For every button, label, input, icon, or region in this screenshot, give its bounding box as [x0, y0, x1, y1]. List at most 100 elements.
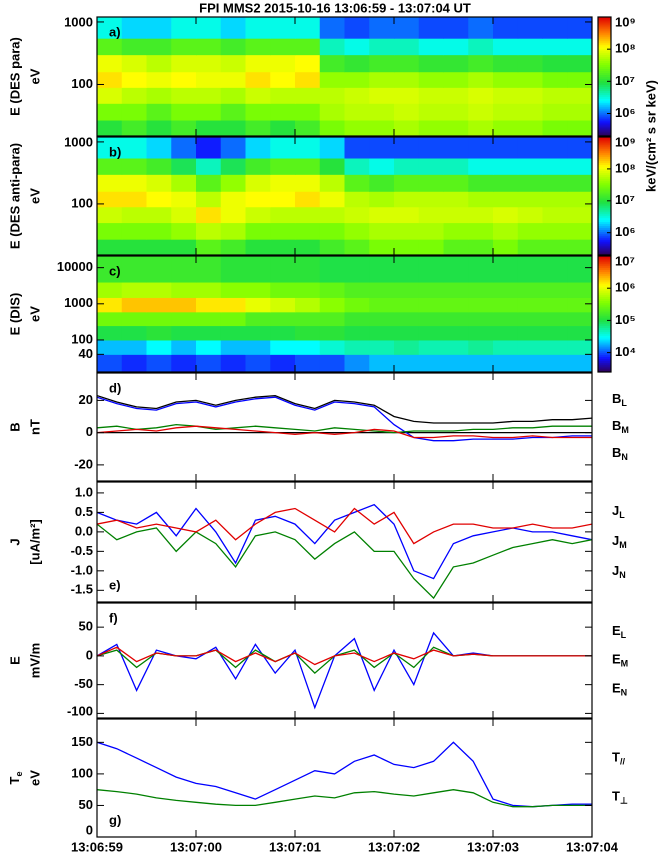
heat-cell: [319, 137, 345, 159]
colorbar-band: [598, 122, 611, 125]
panel-frame: [96, 481, 593, 603]
colorbar-band: [598, 42, 611, 46]
legend-entry: EL: [612, 623, 627, 640]
heat-cell: [146, 222, 172, 240]
colorbar-band: [598, 271, 611, 274]
heat-cell: [567, 191, 592, 208]
y-axis-label: E: [7, 656, 22, 665]
heat-cell: [245, 239, 271, 255]
heat-cell: [295, 256, 321, 283]
heat-cell: [394, 103, 420, 121]
heat-cell: [468, 325, 494, 341]
colorbar-band: [598, 182, 611, 185]
heat-cell: [121, 311, 147, 327]
colorbar-band: [598, 164, 611, 167]
heat-cell: [468, 222, 494, 240]
heat-cell: [295, 54, 321, 73]
heat-cell: [418, 17, 444, 39]
y-tick-label: 0: [86, 424, 93, 439]
colorbar-band: [598, 310, 611, 313]
heat-cell: [97, 282, 123, 298]
heat-cell: [567, 282, 592, 298]
heat-cell: [394, 354, 420, 372]
heat-cell: [394, 339, 420, 355]
heat-cell: [295, 158, 321, 175]
colorbar-band: [598, 106, 611, 109]
colorbar-band: [598, 128, 611, 131]
series-line: [97, 423, 592, 434]
heat-cell: [171, 120, 197, 136]
heat-cell: [394, 297, 420, 313]
heat-cell: [121, 54, 147, 73]
y-axis-unit: mV/m: [27, 643, 42, 678]
colorbar-band: [598, 308, 611, 311]
colorbar-tick-label: 10⁸: [615, 41, 636, 56]
heat-cell: [567, 120, 592, 136]
heat-cell: [542, 137, 568, 159]
colorbar-band: [598, 335, 611, 338]
heat-cell: [196, 354, 222, 372]
heat-cell: [245, 137, 271, 159]
heat-cell: [542, 325, 568, 341]
colorbar-band: [598, 285, 611, 288]
heat-cell: [270, 282, 296, 298]
colorbar-band: [598, 96, 611, 99]
heat-cell: [443, 71, 469, 88]
heat-cell: [493, 71, 519, 88]
colorbar-band: [598, 194, 611, 197]
heat-cell: [171, 325, 197, 341]
heat-cell: [517, 137, 543, 159]
colorbar-band: [598, 199, 611, 203]
heat-cell: [196, 158, 222, 175]
colorbar-band: [598, 366, 611, 369]
y-tick-label: 50: [79, 619, 93, 634]
heat-cell: [270, 17, 296, 39]
colorbar-band: [598, 217, 611, 221]
heat-cell: [443, 222, 469, 240]
series-line: [97, 396, 592, 442]
heat-cell: [295, 71, 321, 88]
heat-cell: [443, 120, 469, 136]
colorbar-band: [598, 140, 611, 144]
colorbar-band: [598, 174, 611, 177]
panel: [97, 394, 592, 442]
colorbar-band: [598, 277, 611, 280]
heat-cell: [146, 311, 172, 327]
colorbar-band: [598, 102, 611, 105]
heat-cell: [270, 38, 296, 56]
colorbar-band: [598, 215, 611, 219]
heat-cell: [418, 38, 444, 56]
colorbar-band: [598, 257, 611, 261]
heat-cell: [270, 311, 296, 327]
colorbar-band: [598, 58, 611, 62]
heat-cell: [542, 54, 568, 73]
y-tick-label: 100: [71, 195, 93, 210]
heat-cell: [394, 120, 420, 136]
heat-cell: [542, 17, 568, 39]
colorbar-band: [598, 48, 611, 52]
heat-cell: [344, 120, 370, 136]
series-line: [97, 503, 592, 580]
heat-cell: [171, 17, 197, 39]
colorbar-tick-label: 10⁷: [615, 192, 635, 207]
colorbar-band: [598, 302, 611, 305]
heat-cell: [220, 158, 246, 175]
heat-cell: [542, 339, 568, 355]
colorbar-band: [598, 30, 611, 34]
colorbar-band: [598, 265, 611, 269]
heat-cell: [196, 297, 222, 313]
colorbar-band: [598, 66, 611, 70]
y-tick-label: 10000: [57, 259, 93, 274]
heat-cell: [418, 137, 444, 159]
heat-cell: [196, 87, 222, 104]
heat-cell: [171, 103, 197, 121]
heat-cell: [270, 120, 296, 136]
colorbar-band: [598, 88, 611, 91]
colorbar-tick-label: 10⁶: [615, 224, 635, 239]
colorbar-band: [598, 247, 611, 250]
panel-label: d): [109, 380, 121, 395]
heat-cell: [443, 174, 469, 192]
colorbar-tick-label: 10⁵: [615, 312, 636, 327]
legend-entry: EN: [612, 681, 627, 698]
colorbar-band: [598, 325, 611, 329]
